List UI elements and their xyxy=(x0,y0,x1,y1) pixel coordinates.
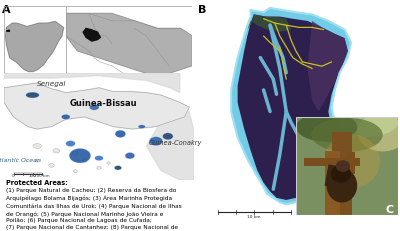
Text: Guinea-Bissau: Guinea-Bissau xyxy=(70,98,138,107)
Ellipse shape xyxy=(311,118,383,152)
Ellipse shape xyxy=(326,169,357,203)
Ellipse shape xyxy=(72,152,78,155)
Ellipse shape xyxy=(331,165,351,183)
Polygon shape xyxy=(307,22,348,112)
Ellipse shape xyxy=(95,156,103,161)
Ellipse shape xyxy=(107,162,110,164)
Text: 200 km: 200 km xyxy=(34,173,50,177)
Ellipse shape xyxy=(90,105,99,111)
Ellipse shape xyxy=(97,167,101,170)
Polygon shape xyxy=(4,84,189,129)
Ellipse shape xyxy=(324,135,380,188)
Text: A: A xyxy=(2,5,10,15)
Polygon shape xyxy=(6,22,64,72)
Text: C: C xyxy=(386,204,394,214)
Bar xyxy=(304,158,360,166)
Ellipse shape xyxy=(357,113,400,152)
Polygon shape xyxy=(146,108,194,180)
Ellipse shape xyxy=(115,131,126,138)
Text: 10 km: 10 km xyxy=(247,214,260,218)
Ellipse shape xyxy=(337,108,398,137)
Text: 100: 100 xyxy=(29,173,36,177)
Polygon shape xyxy=(238,15,348,200)
Polygon shape xyxy=(4,74,180,93)
Ellipse shape xyxy=(53,149,60,153)
Ellipse shape xyxy=(66,141,75,147)
Text: (1) Parque Natural de Cacheu; (2) Reserva da Biosfera do
Arquipélago Bolama Bija: (1) Parque Natural de Cacheu; (2) Reserv… xyxy=(6,187,182,231)
Text: Guinea-Conakry: Guinea-Conakry xyxy=(148,139,202,145)
Ellipse shape xyxy=(73,170,77,173)
Ellipse shape xyxy=(35,159,39,162)
Ellipse shape xyxy=(138,125,145,129)
Polygon shape xyxy=(83,29,100,42)
Polygon shape xyxy=(66,14,192,74)
Ellipse shape xyxy=(33,144,42,149)
Text: B: B xyxy=(198,5,206,15)
Ellipse shape xyxy=(62,115,70,120)
Ellipse shape xyxy=(82,159,87,163)
Text: Protected Areas:: Protected Areas: xyxy=(6,179,68,185)
Ellipse shape xyxy=(163,133,173,140)
Polygon shape xyxy=(247,15,291,33)
Ellipse shape xyxy=(69,149,91,163)
Polygon shape xyxy=(6,31,10,32)
Text: 0: 0 xyxy=(12,173,15,177)
Bar xyxy=(324,165,336,187)
Ellipse shape xyxy=(49,164,54,168)
Ellipse shape xyxy=(336,161,350,172)
Ellipse shape xyxy=(296,113,357,142)
Ellipse shape xyxy=(125,153,135,159)
Text: Atlantic Ocean: Atlantic Ocean xyxy=(0,157,41,162)
Bar xyxy=(332,132,352,215)
Bar xyxy=(324,152,340,215)
Ellipse shape xyxy=(114,166,122,170)
Polygon shape xyxy=(231,9,351,204)
Text: Senegal: Senegal xyxy=(37,81,66,87)
Ellipse shape xyxy=(26,93,39,99)
Ellipse shape xyxy=(149,137,163,146)
Bar xyxy=(347,153,355,174)
